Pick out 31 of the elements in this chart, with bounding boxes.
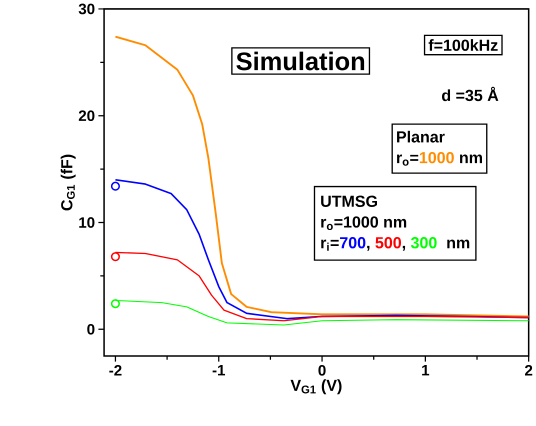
- line-series: [114, 36, 530, 318]
- y-tick-label: 10: [79, 216, 94, 228]
- annotation: r$_{i}$=: [321, 239, 339, 251]
- x-axis-title: V$_{G1}$ (V): [290, 379, 342, 394]
- annotation: r$_{o}$=: [397, 154, 418, 166]
- y-tick-label: 20: [78, 110, 94, 121]
- annotation: Planar: [397, 130, 445, 142]
- annotation: ,: [367, 246, 370, 250]
- annotation: ,: [402, 246, 406, 250]
- annotation: nm: [447, 239, 470, 248]
- x-tick-label: 1: [422, 364, 430, 376]
- annotation: r$_{o}$=1000 nm: [321, 216, 406, 230]
- line-series: [114, 252, 530, 322]
- x-tick-label: -2: [109, 364, 122, 376]
- text: 700: [340, 236, 366, 248]
- y-tick-label: 30: [78, 3, 94, 14]
- annotation: UTMSG: [321, 195, 377, 207]
- text: 300: [410, 236, 437, 248]
- x-tick-label: 0: [318, 364, 326, 376]
- x-tick-label: 2: [524, 364, 532, 376]
- x-tick-label: -1: [212, 364, 226, 376]
- annotation: f=100kHz: [428, 38, 498, 51]
- annotation: d =35 Å: [442, 86, 498, 101]
- y-tick-label: 0: [87, 324, 94, 334]
- line-series: [114, 300, 530, 326]
- text: 1000: [420, 152, 454, 164]
- text: 500: [375, 236, 402, 248]
- annotation: nm: [460, 154, 482, 163]
- annotation: Simulation: [236, 51, 364, 70]
- y-axis-title: C$_{G1}$ (fF): [60, 154, 76, 210]
- line-series: [114, 178, 530, 320]
